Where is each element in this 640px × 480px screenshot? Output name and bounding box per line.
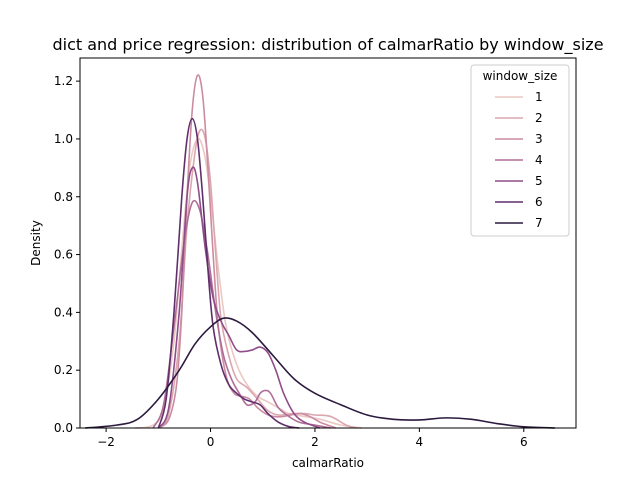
x-axis-label: calmarRatio [292, 456, 364, 470]
y-tick-label: 0.2 [54, 363, 73, 377]
legend-frame [470, 64, 570, 237]
legend-label-4: 4 [535, 153, 543, 167]
series-line-5 [157, 166, 321, 429]
y-tick-label: 1.0 [54, 132, 73, 146]
y-tick-label: 1.2 [54, 74, 73, 88]
legend-label-1: 1 [535, 90, 543, 104]
plot-frame [79, 57, 577, 429]
legend-label-3: 3 [535, 132, 543, 146]
y-axis-label: Density [29, 220, 43, 266]
y-tick-label: 0.8 [54, 190, 73, 204]
series-line-6 [157, 117, 300, 429]
y-tick-label: 0.4 [54, 305, 73, 319]
x-tick-label: 0 [207, 435, 215, 449]
plot-marks [85, 74, 556, 429]
series-line-3 [157, 74, 337, 429]
series-line-1 [134, 137, 363, 429]
series-line-7 [85, 317, 556, 429]
x-tick-label: −2 [97, 435, 115, 449]
chart-title: dict and price regression: distribution … [52, 35, 603, 55]
x-tick-label: 2 [311, 435, 319, 449]
legend-label-6: 6 [535, 195, 543, 209]
legend-title: window_size [483, 69, 558, 83]
legend-label-2: 2 [535, 111, 543, 125]
legend: window_size 1 2 3 4 5 6 7 [470, 64, 570, 237]
x-axis: −2 0 2 4 6 [97, 428, 528, 449]
y-tick-label: 0.0 [54, 421, 73, 435]
legend-label-5: 5 [535, 174, 543, 188]
y-tick-label: 0.6 [54, 248, 73, 262]
legend-label-7: 7 [535, 216, 543, 230]
x-tick-label: 6 [520, 435, 528, 449]
legend-items: 1 2 3 4 5 6 7 [495, 90, 543, 230]
y-axis: 0.0 0.2 0.4 0.6 0.8 1.0 1.2 [54, 74, 80, 435]
x-tick-label: 4 [416, 435, 424, 449]
